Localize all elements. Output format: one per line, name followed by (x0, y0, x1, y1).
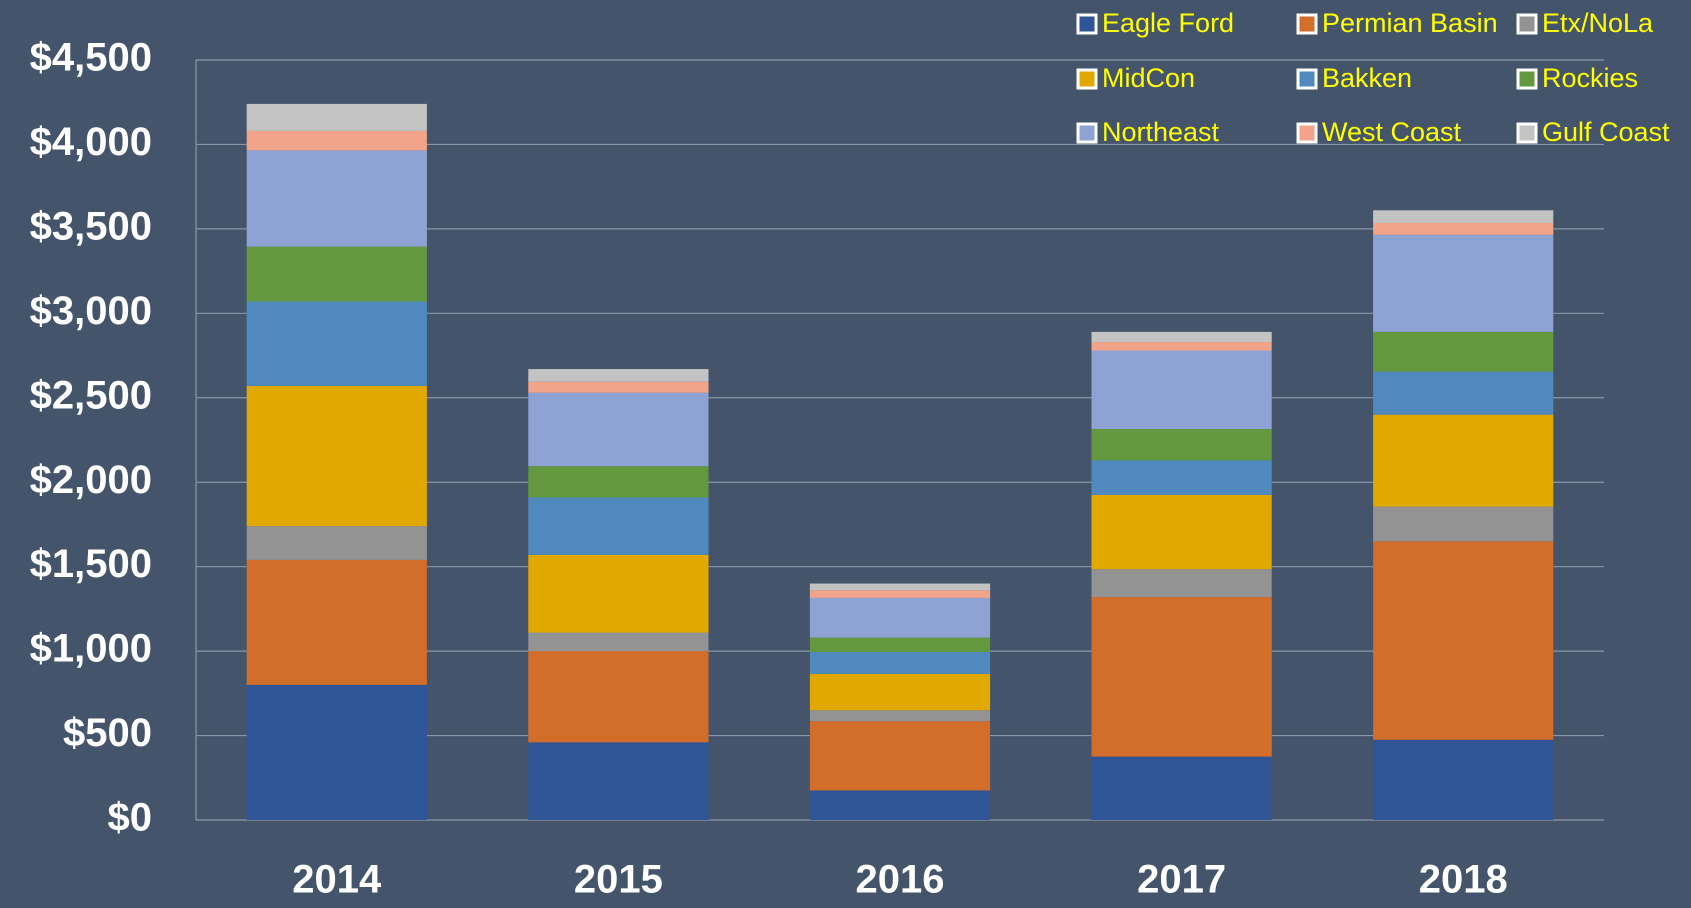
bar-segment (809, 597, 991, 638)
bar-segment (1091, 569, 1272, 598)
y-tick-label: $2,500 (30, 373, 152, 417)
legend-swatch (1516, 122, 1538, 144)
legend-swatch (1516, 68, 1538, 90)
bar-segment (246, 684, 427, 820)
bar-segment (809, 590, 991, 598)
legend-swatch (1076, 68, 1098, 90)
legend-swatch (1296, 68, 1318, 90)
bar-segment (1373, 210, 1554, 223)
x-tick-label: 2014 (292, 858, 382, 902)
bar-segment (528, 497, 709, 555)
legend-swatch (1516, 13, 1538, 35)
legend-label: Northeast (1102, 117, 1220, 147)
legend-swatch (1296, 122, 1318, 144)
bar-segment (1373, 414, 1554, 507)
bar-segment (1091, 350, 1272, 430)
bar-segment (246, 526, 427, 560)
bar-segment (1091, 331, 1272, 343)
bar-segment (246, 150, 427, 247)
legend-label: Etx/NoLa (1542, 8, 1654, 38)
bar-segment (1091, 597, 1272, 757)
bar-segment (1373, 234, 1554, 332)
bar-segment (809, 583, 991, 591)
bar-segment (1091, 429, 1272, 461)
bar-segment (1373, 331, 1554, 372)
y-tick-label: $4,000 (30, 120, 152, 164)
bar-segment (246, 246, 427, 302)
bar-segment (1091, 460, 1272, 495)
legend-label: West Coast (1322, 117, 1462, 147)
bar-segment (246, 559, 427, 685)
legend-label: Gulf Coast (1542, 117, 1670, 147)
bar-segment (809, 651, 991, 674)
bar-segment (528, 466, 709, 498)
legend-swatch (1076, 13, 1098, 35)
bar-segment (1373, 222, 1554, 235)
bar-segment (528, 742, 709, 820)
y-tick-label: $4,500 (30, 36, 152, 80)
bar-segment (246, 301, 427, 386)
bar-segment (1373, 371, 1554, 415)
x-tick-label: 2018 (1419, 858, 1508, 902)
legend-label: Eagle Ford (1102, 8, 1234, 38)
y-tick-label: $1,000 (30, 627, 152, 671)
bar-segment (528, 632, 709, 652)
bar-segment (528, 392, 709, 467)
y-tick-label: $1,500 (30, 542, 152, 586)
y-tick-label: $3,500 (30, 204, 152, 248)
bar-segment (809, 710, 991, 722)
bar-segment (809, 637, 991, 652)
bar-segment (809, 673, 991, 711)
legend-label: MidCon (1102, 63, 1195, 93)
legend-swatch (1296, 13, 1318, 35)
legend-swatch (1076, 122, 1098, 144)
bar-segment (528, 381, 709, 393)
y-tick-label: $3,000 (30, 289, 152, 333)
bar-segment (1091, 342, 1272, 351)
bar-segment (1373, 739, 1554, 820)
y-tick-label: $500 (63, 711, 152, 755)
bar-segment (528, 554, 709, 633)
bar-segment (246, 103, 427, 131)
legend-label: Bakken (1322, 63, 1412, 93)
bar-segment (528, 651, 709, 743)
bar-segment (1091, 494, 1272, 570)
y-tick-label: $2,000 (30, 458, 152, 502)
x-tick-label: 2016 (856, 858, 945, 902)
bar-segment (528, 369, 709, 382)
bar-segment (246, 130, 427, 151)
x-tick-label: 2017 (1137, 858, 1226, 902)
bar-segment (809, 721, 991, 791)
legend-label: Rockies (1542, 63, 1638, 93)
legend-label: Permian Basin (1322, 8, 1498, 38)
x-tick-label: 2015 (574, 858, 663, 902)
bar-segment (246, 385, 427, 527)
bar-segment (1373, 541, 1554, 740)
bar-segment (809, 790, 991, 820)
y-tick-label: $0 (108, 796, 153, 840)
bar-segment (1091, 756, 1272, 820)
bar-segment (1373, 506, 1554, 542)
